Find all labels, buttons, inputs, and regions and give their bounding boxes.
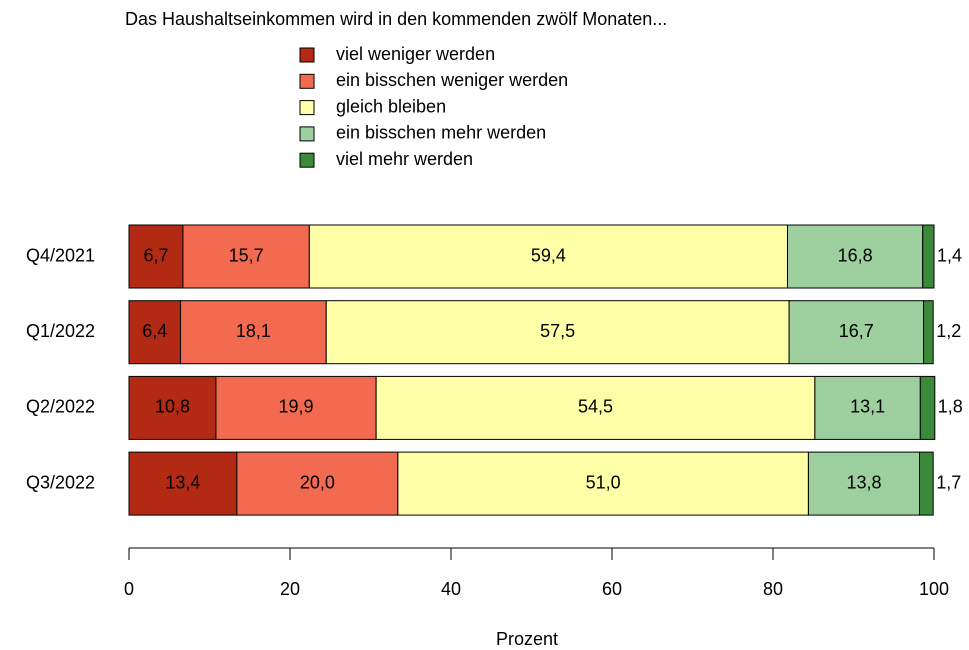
data-label: 13,1 xyxy=(850,397,885,417)
data-label: 15,7 xyxy=(229,245,264,265)
y-tick-label: Q3/2022 xyxy=(26,472,95,492)
legend-swatch xyxy=(299,73,315,89)
bar-segment xyxy=(919,451,934,516)
bar-segment xyxy=(128,300,182,365)
legend-label: ein bisschen weniger werden xyxy=(336,70,568,90)
y-tick-label: Q2/2022 xyxy=(26,397,95,417)
x-tick-label: 0 xyxy=(124,579,134,599)
x-tick-label: 60 xyxy=(602,579,622,599)
bar-segment xyxy=(919,375,936,440)
legend-label: gleich bleiben xyxy=(336,96,446,116)
bar-segment xyxy=(128,375,217,440)
data-label: 16,7 xyxy=(839,321,874,341)
y-tick-label: Q1/2022 xyxy=(26,321,95,341)
bar-segment xyxy=(180,300,327,365)
bar-segment xyxy=(814,375,921,440)
bar-segment xyxy=(308,224,788,289)
bar-segment xyxy=(128,451,238,516)
x-tick-label: 80 xyxy=(763,579,783,599)
data-label: 51,0 xyxy=(586,472,621,492)
data-label: 1,8 xyxy=(938,397,963,417)
bar-segment xyxy=(807,451,921,516)
legend-swatch xyxy=(299,100,315,116)
data-label: 1,2 xyxy=(936,321,961,341)
data-label: 54,5 xyxy=(578,397,613,417)
data-label: 1,7 xyxy=(936,472,961,492)
legend-label: viel weniger werden xyxy=(336,44,495,64)
data-label: 13,4 xyxy=(165,472,200,492)
data-label: 10,8 xyxy=(155,397,190,417)
data-label: 20,0 xyxy=(300,472,335,492)
legend-label: ein bisschen mehr werden xyxy=(336,123,546,143)
x-tick-label: 100 xyxy=(919,579,949,599)
data-label: 16,8 xyxy=(838,245,873,265)
bar-segment xyxy=(922,224,935,289)
x-tick-label: 40 xyxy=(441,579,461,599)
data-label: 59,4 xyxy=(531,245,566,265)
legend-label: viel mehr werden xyxy=(336,149,473,169)
legend-swatch xyxy=(299,126,315,142)
bar-segment xyxy=(923,300,934,365)
bar-segment xyxy=(397,451,809,516)
bar-segment xyxy=(786,224,924,289)
legend-swatch xyxy=(299,47,315,63)
bar-segment xyxy=(182,224,310,289)
bar-segment xyxy=(375,375,816,440)
x-axis-label: Prozent xyxy=(496,629,558,649)
data-label: 13,8 xyxy=(846,472,881,492)
data-label: 1,4 xyxy=(937,245,962,265)
x-tick-label: 20 xyxy=(280,579,300,599)
legend-swatch xyxy=(299,152,315,168)
data-label: 6,4 xyxy=(142,321,167,341)
data-label: 6,7 xyxy=(143,245,168,265)
y-tick-label: Q4/2021 xyxy=(26,245,95,265)
data-label: 57,5 xyxy=(540,321,575,341)
data-label: 19,9 xyxy=(279,397,314,417)
bar-segment xyxy=(128,224,184,289)
chart-title: Das Haushaltseinkommen wird in den komme… xyxy=(125,9,667,29)
bar-segment xyxy=(236,451,399,516)
data-label: 18,1 xyxy=(236,321,271,341)
